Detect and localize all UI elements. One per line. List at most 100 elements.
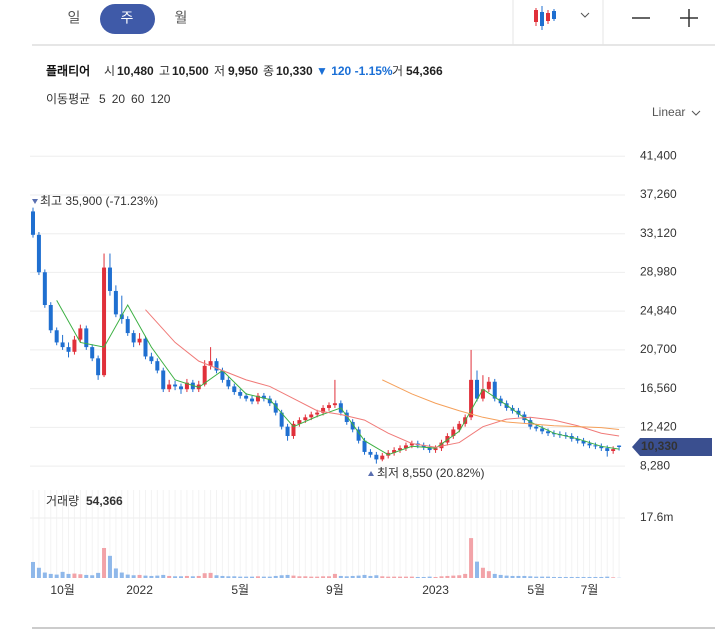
volume-bar [161, 574, 166, 578]
candle-body [220, 370, 225, 380]
x-tick-label: 10월 [50, 583, 74, 597]
candle-body [332, 403, 337, 406]
candle-body [72, 339, 77, 352]
volume-bar [250, 576, 255, 578]
candle-body [173, 384, 178, 387]
candle-body [327, 405, 331, 408]
candle-body [161, 370, 166, 390]
volume-bar [291, 575, 296, 578]
candle-body [291, 423, 296, 437]
candle-body [380, 455, 385, 460]
volume-bar [303, 576, 308, 578]
volume-tick-label: 17.6m [640, 510, 673, 524]
x-tick-label: 9월 [326, 583, 344, 597]
candle-body [546, 431, 551, 434]
high-value: 10,500 [172, 64, 209, 78]
max-annotation: 최고 35,900 (-71.23%) [40, 194, 158, 208]
legend-entry: 120 [150, 92, 170, 106]
chart-type-icon[interactable] [534, 6, 556, 30]
volume-bar [143, 575, 148, 578]
y-tick-label: 41,400 [640, 148, 677, 162]
tab[interactable]: 일 [68, 10, 81, 26]
candle-body [232, 386, 237, 393]
candle-body [102, 267, 107, 376]
dropdown-chevron[interactable] [580, 12, 590, 18]
scale-chevron[interactable] [691, 110, 701, 116]
scale-mode[interactable]: Linear [652, 105, 685, 119]
change: ▼ 120 -1.15% [316, 64, 393, 78]
candle-body [96, 358, 101, 376]
min-marker [368, 471, 374, 476]
max-marker [32, 199, 38, 204]
volume-bar [374, 575, 379, 578]
volume-bar [611, 577, 616, 578]
y-tick-label: 8,280 [640, 458, 670, 472]
volume-bar [492, 573, 497, 578]
volume-bar [179, 576, 183, 578]
volume-bar [475, 561, 479, 578]
volume-bar [338, 575, 343, 578]
volume-bar [285, 574, 290, 578]
open-value: 10,480 [117, 64, 154, 78]
candle-body [54, 330, 59, 343]
volume-bar [332, 573, 337, 578]
volume-bar [315, 576, 320, 578]
candle-body [617, 445, 622, 447]
candle-body [581, 440, 586, 444]
price-tag: 10,330 [641, 439, 678, 453]
candle-body [587, 443, 592, 446]
volume-bar [546, 576, 551, 578]
candle-body [439, 442, 444, 449]
candle-body [226, 379, 231, 387]
candle-body [119, 314, 124, 320]
volume-bar [42, 572, 47, 578]
candle-body [179, 386, 183, 390]
candle-body [492, 381, 497, 399]
volume-bar [439, 576, 444, 578]
candle-body [362, 440, 367, 452]
volume-bar [102, 547, 107, 578]
volume-bar [587, 576, 592, 578]
legend-entry: 5 [99, 92, 106, 106]
close-label: 종 [263, 64, 274, 78]
volume-bar [486, 571, 491, 578]
ma-line [145, 309, 620, 448]
volume-bar [433, 576, 438, 578]
volume-bar [350, 575, 355, 578]
candle-body [303, 417, 308, 421]
volume-bar [149, 575, 154, 578]
volume-bar [107, 555, 112, 578]
y-tick-label: 33,120 [640, 226, 677, 240]
volume-bar [522, 575, 527, 578]
volume-bar [119, 572, 124, 578]
volume-bar [504, 575, 509, 578]
volume-bar [255, 576, 260, 578]
tab[interactable]: 주 [121, 10, 134, 26]
volume-bar [36, 567, 41, 578]
zoom-in[interactable] [680, 9, 698, 27]
candle-body [238, 392, 243, 396]
ma-line [382, 379, 620, 430]
volume-bar [581, 576, 586, 578]
candle-body [66, 347, 71, 352]
volume-bar [392, 576, 397, 578]
candle-body [214, 361, 219, 371]
candle-body [84, 328, 89, 348]
volume-bar [66, 573, 71, 578]
candle-body [374, 454, 379, 460]
candle-body [90, 347, 95, 359]
volume-bar [510, 575, 515, 578]
tab-selected-bg[interactable] [100, 4, 155, 34]
candle-body [534, 426, 539, 429]
volume-bar [214, 575, 219, 578]
candle-body [392, 450, 397, 453]
candle-body [593, 445, 598, 447]
volume-bar [551, 576, 556, 578]
tab[interactable]: 월 [175, 10, 188, 26]
volume-bar [167, 575, 172, 578]
x-tick-label: 7월 [581, 583, 599, 597]
candle-body [244, 395, 249, 399]
